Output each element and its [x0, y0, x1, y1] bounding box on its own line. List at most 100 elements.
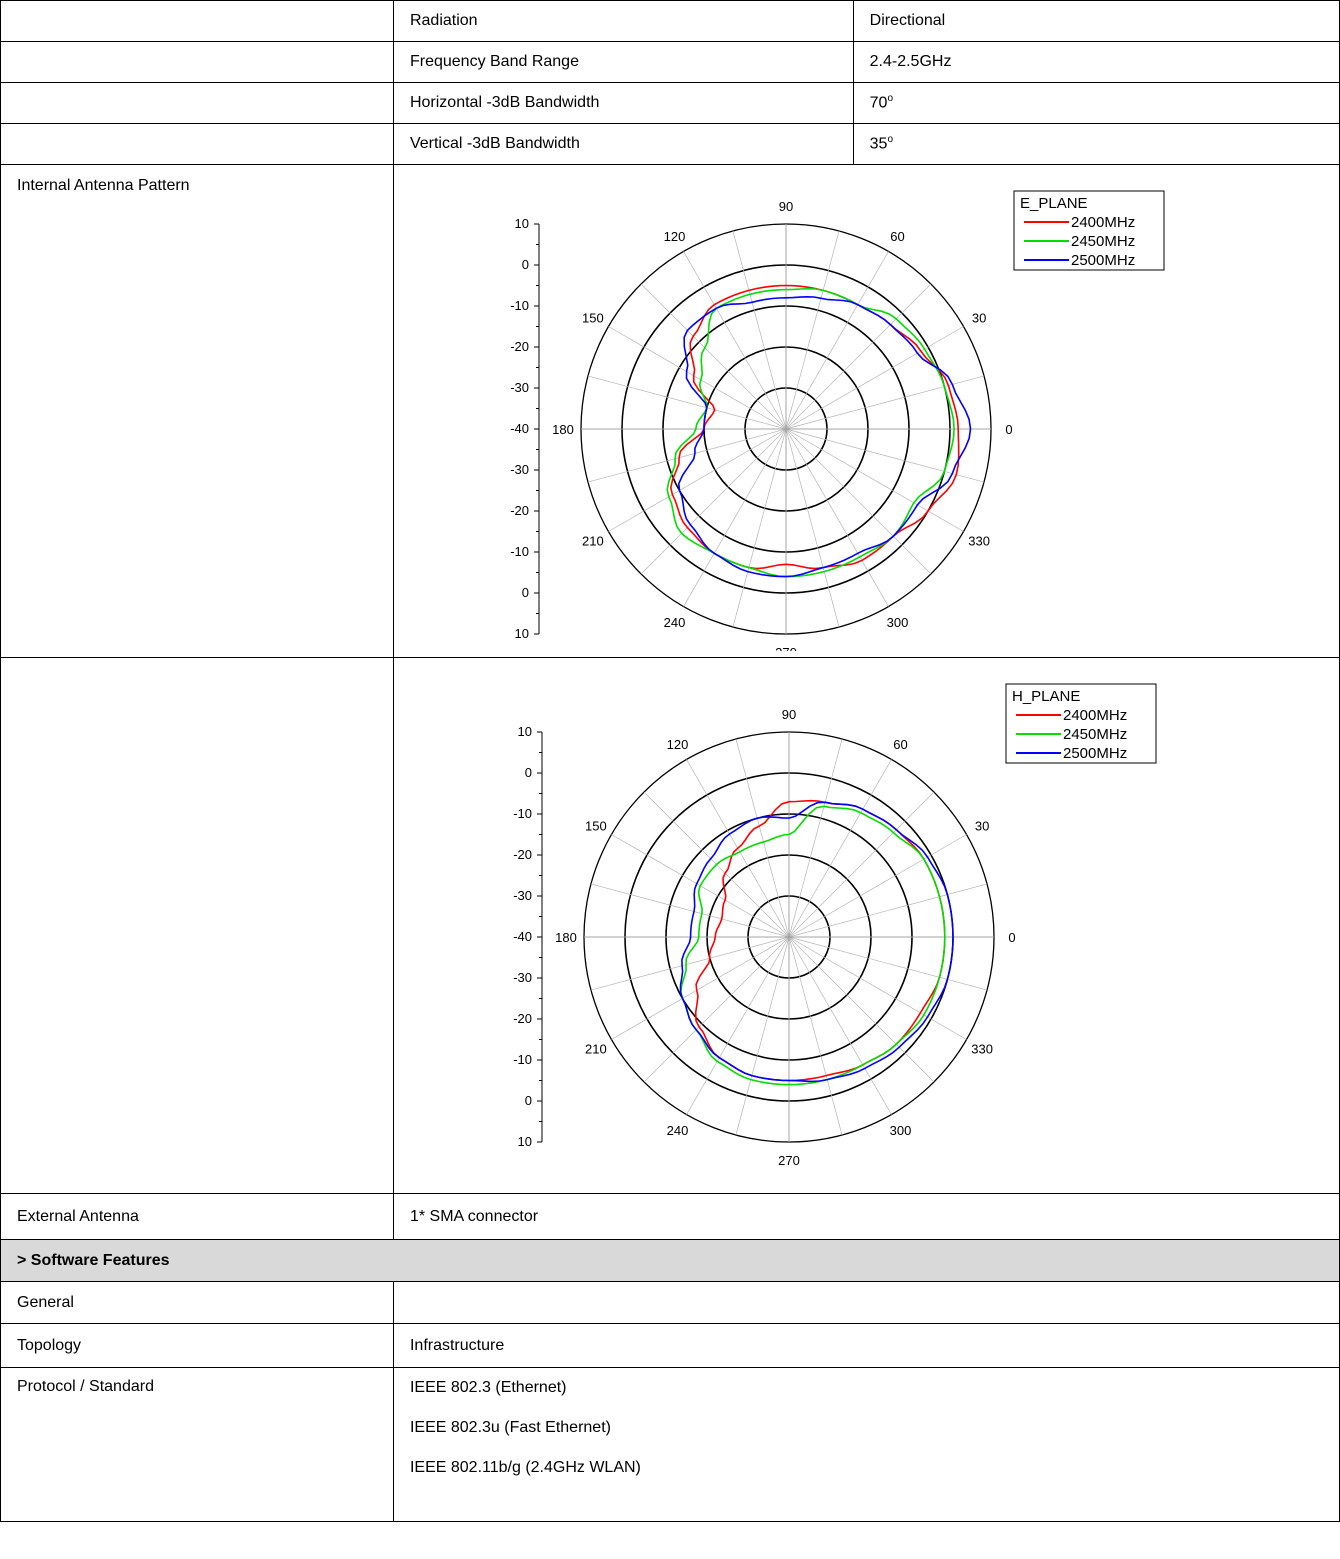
polar-spoke [788, 936, 892, 1115]
legend-entry: 2500MHz [1071, 252, 1135, 269]
polar-spoke [785, 428, 932, 575]
protocol-row: Protocol / Standard IEEE 802.3 (Ethernet… [0, 1367, 1340, 1522]
angle-label: 180 [555, 930, 577, 945]
spec-name: Horizontal -3dB Bandwidth [392, 82, 854, 124]
h-plane-row: 0 30 60 90 120 150 180 210 240 270 300 330 10 0 -10 -20… [0, 657, 1340, 1194]
spec-row-frequency: Frequency Band Range 2.4-2.5GHz [0, 41, 1340, 83]
polar-spoke [732, 428, 787, 628]
spec-label [0, 0, 394, 42]
protocol-item: IEEE 802.11b/g (2.4GHz WLAN) [409, 1459, 641, 1476]
legend-entry: 2400MHz [1071, 214, 1135, 231]
radial-tick-label: 10 [518, 1134, 532, 1149]
polar-spoke [785, 428, 964, 532]
series-curve-2450MHz [679, 805, 946, 1086]
h-plane-polar-chart: 0 30 60 90 120 150 180 210 240 270 300 330 10 0 -10 -20… [513, 683, 1157, 1168]
polar-spoke [611, 936, 790, 1040]
polar-spoke [788, 936, 935, 1083]
angle-label: 180 [552, 422, 574, 437]
radial-tick-label: 0 [522, 585, 529, 600]
angle-label: 210 [585, 1042, 607, 1057]
angle-label: 90 [779, 199, 793, 214]
polar-spoke [683, 428, 787, 607]
polar-spoke [788, 936, 967, 1040]
spec-value: 70 [869, 94, 888, 112]
spec-table: Radiation Directional Frequency Band Ran… [0, 0, 1340, 1522]
radial-tick-label: 10 [518, 724, 532, 739]
polar-spoke [788, 834, 967, 938]
radial-tick-label: -40 [513, 929, 532, 944]
legend-entry: 2450MHz [1063, 726, 1127, 743]
polar-spoke [788, 936, 988, 991]
angle-label: 270 [775, 645, 797, 651]
radial-tick-label: -20 [510, 503, 529, 518]
radial-tick-label: -30 [513, 888, 532, 903]
spec-name: Frequency Band Range [392, 41, 854, 83]
spec-value-cell: 35o [852, 123, 1340, 165]
polar-spoke [686, 936, 790, 1115]
radial-tick-label: -10 [510, 298, 529, 313]
angle-label: 60 [893, 737, 907, 752]
angle-label: 0 [1005, 422, 1012, 437]
polar-spoke [788, 883, 988, 938]
angle-label: 150 [582, 311, 604, 326]
e-plane-cell: 0 30 60 90 120 150 180 210 240 270 300 330 10 0 -10 -20… [392, 164, 1340, 658]
polar-spoke [785, 428, 889, 607]
angle-label: 30 [975, 819, 989, 834]
spec-value: Directional [852, 0, 1340, 42]
spec-value-cell: 70o [852, 82, 1340, 124]
polar-spoke [732, 230, 787, 430]
polar-spoke [785, 283, 932, 430]
external-antenna-value: 1* SMA connector [392, 1193, 1340, 1240]
angle-label: 120 [664, 229, 686, 244]
radial-tick-label: -30 [510, 380, 529, 395]
degree-unit: o [887, 134, 893, 146]
radial-tick-label: -10 [510, 544, 529, 559]
angle-label: 330 [968, 534, 990, 549]
angle-label: 240 [664, 615, 686, 630]
spec-label [0, 41, 394, 83]
polar-spoke [608, 326, 787, 430]
legend-box [1005, 683, 1157, 764]
polar-spoke [608, 428, 787, 532]
radial-tick-label: -10 [513, 806, 532, 821]
polar-spoke [590, 883, 790, 938]
protocol-item: IEEE 802.3u (Fast Ethernet) [409, 1419, 611, 1436]
polar-spoke [788, 738, 843, 938]
angle-label: 60 [890, 229, 904, 244]
internal-pattern-label: Internal Antenna Pattern [0, 164, 394, 658]
angle-label: 300 [887, 615, 909, 630]
angle-label: 90 [782, 707, 796, 722]
angle-label: 210 [582, 534, 604, 549]
general-row: General [0, 1281, 1340, 1324]
radial-tick-label: 0 [522, 257, 529, 272]
spec-label [0, 123, 394, 165]
topology-label: Topology [0, 1323, 394, 1368]
spec-value: 2.4-2.5GHz [852, 41, 1340, 83]
series-curve-2500MHz [677, 295, 972, 578]
spec-row-radiation: Radiation Directional [0, 0, 1340, 42]
section-title: > Software Features [0, 1239, 1340, 1282]
polar-spoke [785, 428, 985, 483]
empty-label-cell [0, 657, 394, 1194]
spec-value: 35 [869, 135, 888, 153]
external-antenna-label: External Antenna [0, 1193, 394, 1240]
external-antenna-row: External Antenna 1* SMA connector [0, 1193, 1340, 1240]
polar-spoke [683, 251, 787, 430]
radial-tick-label: 10 [515, 626, 529, 641]
radial-tick-label: -30 [513, 970, 532, 985]
angle-label: 150 [585, 819, 607, 834]
radial-tick-label: -20 [510, 339, 529, 354]
e-plane-polar-chart: 0 30 60 90 120 150 180 210 240 270 300 330 10 0 -10 -20… [510, 190, 1165, 651]
general-label: General [0, 1281, 394, 1324]
polar-spoke [735, 936, 790, 1136]
legend-box [1013, 190, 1165, 271]
polar-spoke [788, 759, 892, 938]
radial-tick-label: -40 [510, 421, 529, 436]
radial-tick-label: 0 [525, 765, 532, 780]
series-curve-2500MHz [679, 801, 954, 1083]
spec-name: Vertical -3dB Bandwidth [392, 123, 854, 165]
polar-spoke [735, 738, 790, 938]
spec-label [0, 82, 394, 124]
degree-unit: o [887, 93, 893, 105]
angle-label: 240 [667, 1123, 689, 1138]
